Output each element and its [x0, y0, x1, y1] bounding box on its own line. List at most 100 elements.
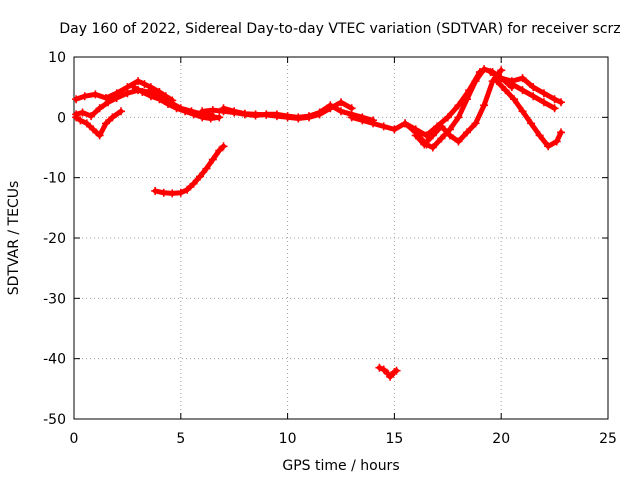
data-point: [95, 104, 104, 113]
x-tick-label: 10: [279, 431, 297, 447]
data-point: [198, 107, 207, 116]
data-point: [369, 119, 378, 128]
data-point: [116, 107, 125, 116]
data-point: [497, 74, 506, 83]
data-point: [123, 89, 132, 98]
data-point: [189, 179, 198, 188]
data-point: [262, 110, 271, 119]
series-track-evening-c: [507, 80, 559, 113]
data-layer: [72, 65, 566, 381]
data-point: [557, 128, 566, 137]
x-tick-label: 5: [176, 431, 185, 447]
data-point: [129, 83, 138, 92]
data-point: [91, 90, 100, 99]
data-point: [392, 366, 401, 375]
data-point: [454, 137, 463, 146]
data-point: [168, 189, 177, 198]
data-point: [215, 113, 224, 122]
y-tick-label: -40: [43, 352, 66, 368]
data-point: [146, 83, 155, 92]
data-point: [379, 365, 388, 374]
series-track-dip-early: [72, 107, 125, 140]
data-point: [104, 98, 113, 107]
data-point: [437, 134, 446, 143]
x-tick-label: 20: [492, 431, 510, 447]
data-point: [510, 95, 519, 104]
series-band: [152, 143, 226, 196]
data-point: [72, 113, 81, 122]
data-point: [202, 164, 211, 173]
data-point: [420, 140, 429, 149]
data-point: [539, 89, 548, 98]
data-point: [529, 92, 538, 101]
series-track-isolated-outlier: [375, 363, 401, 381]
series-track-upper-early: [72, 77, 177, 105]
data-point: [535, 131, 544, 140]
data-point: [480, 101, 489, 110]
x-tick-label: 25: [599, 431, 617, 447]
data-point: [134, 77, 143, 86]
data-point: [471, 77, 480, 86]
y-tick-label: 10: [48, 50, 66, 66]
data-point: [196, 172, 205, 181]
data-point: [176, 188, 185, 197]
data-point: [294, 114, 303, 123]
data-point: [518, 107, 527, 116]
data-point: [463, 95, 472, 104]
data-point: [527, 119, 536, 128]
data-point: [379, 122, 388, 131]
data-point: [347, 113, 356, 122]
data-point: [219, 142, 228, 151]
series-track-evening-a: [486, 68, 566, 107]
data-point: [507, 80, 516, 89]
data-point: [443, 113, 452, 122]
y-tick-label: 0: [57, 110, 66, 126]
data-point: [501, 86, 510, 95]
data-point: [89, 125, 98, 134]
data-point: [428, 131, 437, 140]
data-point: [82, 119, 91, 128]
data-point: [492, 77, 501, 86]
data-point: [463, 128, 472, 137]
data-point: [78, 108, 87, 117]
x-axis-label: GPS time / hours: [282, 458, 399, 474]
data-point: [445, 131, 454, 140]
data-point: [486, 68, 495, 77]
chart-title: Day 160 of 2022, Sidereal Day-to-day VTE…: [59, 21, 620, 37]
data-point: [76, 116, 85, 125]
data-point: [347, 104, 356, 113]
data-point: [151, 186, 160, 195]
data-point: [80, 92, 89, 101]
data-point: [401, 119, 410, 128]
data-point: [411, 131, 420, 140]
series-track-evening-b: [492, 77, 566, 151]
data-point: [95, 131, 104, 140]
series-track-isolated-low: [151, 142, 228, 198]
data-point: [337, 98, 345, 107]
data-point: [155, 95, 164, 104]
data-point: [529, 83, 538, 92]
data-point: [240, 109, 249, 118]
data-point: [181, 107, 190, 116]
data-point: [471, 119, 480, 128]
data-point: [219, 104, 228, 113]
data-point: [208, 106, 217, 115]
data-point: [230, 107, 239, 116]
data-point: [497, 66, 506, 75]
data-point: [183, 185, 192, 194]
data-point: [358, 116, 367, 125]
data-point: [326, 104, 335, 113]
data-point: [518, 86, 527, 95]
data-point: [550, 95, 559, 104]
data-point: [544, 142, 553, 151]
data-point: [102, 119, 111, 128]
data-point: [251, 110, 260, 119]
data-point: [146, 92, 155, 101]
axis-ticks: 0 5 10 15 20 25 -50 -40 -30 -20 -10 0 10: [43, 50, 617, 447]
data-point: [386, 372, 395, 381]
data-point: [337, 107, 345, 116]
data-point: [163, 100, 172, 109]
data-point: [172, 104, 181, 113]
data-point: [539, 98, 548, 107]
